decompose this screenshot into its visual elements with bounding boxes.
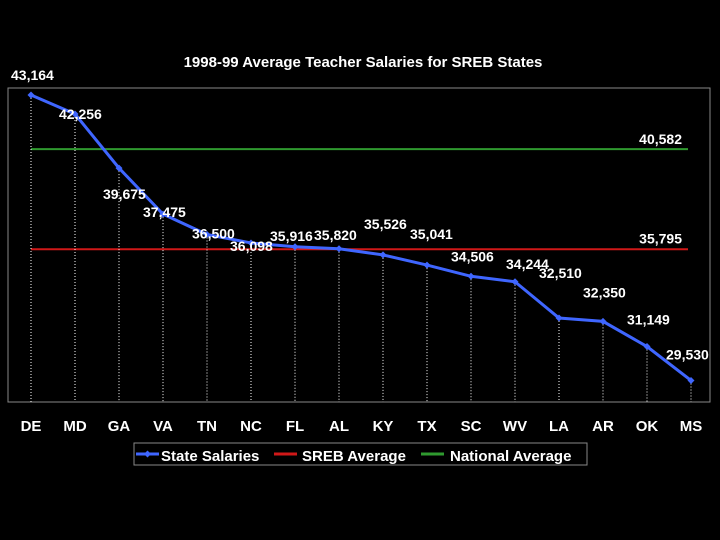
data-label: 31,149	[627, 312, 670, 328]
data-label: 42,256	[59, 106, 102, 122]
data-label: 32,510	[539, 265, 582, 281]
data-point	[687, 376, 695, 384]
data-point	[27, 91, 35, 99]
data-point	[555, 314, 563, 322]
data-point	[643, 343, 651, 351]
legend-sreb-average-label: SREB Average	[302, 448, 406, 465]
category-label: TN	[197, 418, 217, 435]
chart-title: 1998-99 Average Teacher Salaries for SRE…	[183, 54, 543, 71]
category-label: WV	[503, 418, 527, 435]
data-label: 34,506	[451, 248, 494, 264]
category-label: TX	[417, 418, 436, 435]
legend-state-salaries-label: State Salaries	[161, 448, 259, 465]
data-label: 35,041	[410, 226, 453, 242]
category-label: OK	[636, 418, 659, 435]
national-average-label: 40,582	[639, 131, 682, 147]
category-label: AL	[329, 418, 349, 435]
legend-state-salaries-marker	[144, 450, 151, 458]
data-point	[291, 243, 299, 251]
data-point	[115, 164, 123, 172]
data-point	[247, 239, 255, 247]
state-salaries-line	[30, 93, 692, 382]
category-label: NC	[240, 418, 262, 435]
data-point	[467, 272, 475, 280]
data-label: 35,820	[314, 227, 357, 243]
data-label: 39,675	[103, 186, 146, 202]
data-point	[335, 245, 343, 253]
chart-legend: State Salaries SREB Average National Avera…	[133, 442, 588, 466]
data-label: 43,164	[11, 67, 54, 83]
category-label: GA	[108, 418, 131, 435]
category-label: FL	[286, 418, 304, 435]
category-label: MD	[63, 418, 86, 435]
category-label: AR	[592, 418, 614, 435]
data-point	[599, 317, 607, 325]
category-label: KY	[373, 418, 394, 435]
data-label: 36,500	[192, 226, 235, 242]
data-point	[71, 110, 79, 118]
data-label: 36,098	[230, 238, 273, 254]
data-point	[511, 278, 519, 286]
data-label: 37,475	[143, 204, 186, 220]
legend-national-average-label: National Average	[450, 448, 571, 465]
data-label: 35,526	[364, 216, 407, 232]
data-label: 29,530	[666, 346, 709, 362]
plot-border	[7, 87, 711, 403]
data-label: 32,350	[583, 284, 626, 300]
category-label: DE	[21, 418, 42, 435]
category-label: MS	[680, 418, 703, 435]
category-label: VA	[153, 418, 173, 435]
data-point	[379, 251, 387, 259]
category-label: LA	[549, 418, 569, 435]
data-point	[159, 210, 167, 218]
sreb-average-label: 35,795	[639, 230, 682, 246]
legend-box	[133, 442, 588, 466]
data-point	[423, 261, 431, 269]
plot-area: 43,164 42,256 39,675 37,475 36,50036,09835,9…	[7, 67, 711, 435]
category-label: SC	[461, 418, 482, 435]
data-label: 34,244	[506, 256, 549, 272]
data-point	[203, 231, 211, 239]
data-label: 35,916	[270, 228, 313, 244]
